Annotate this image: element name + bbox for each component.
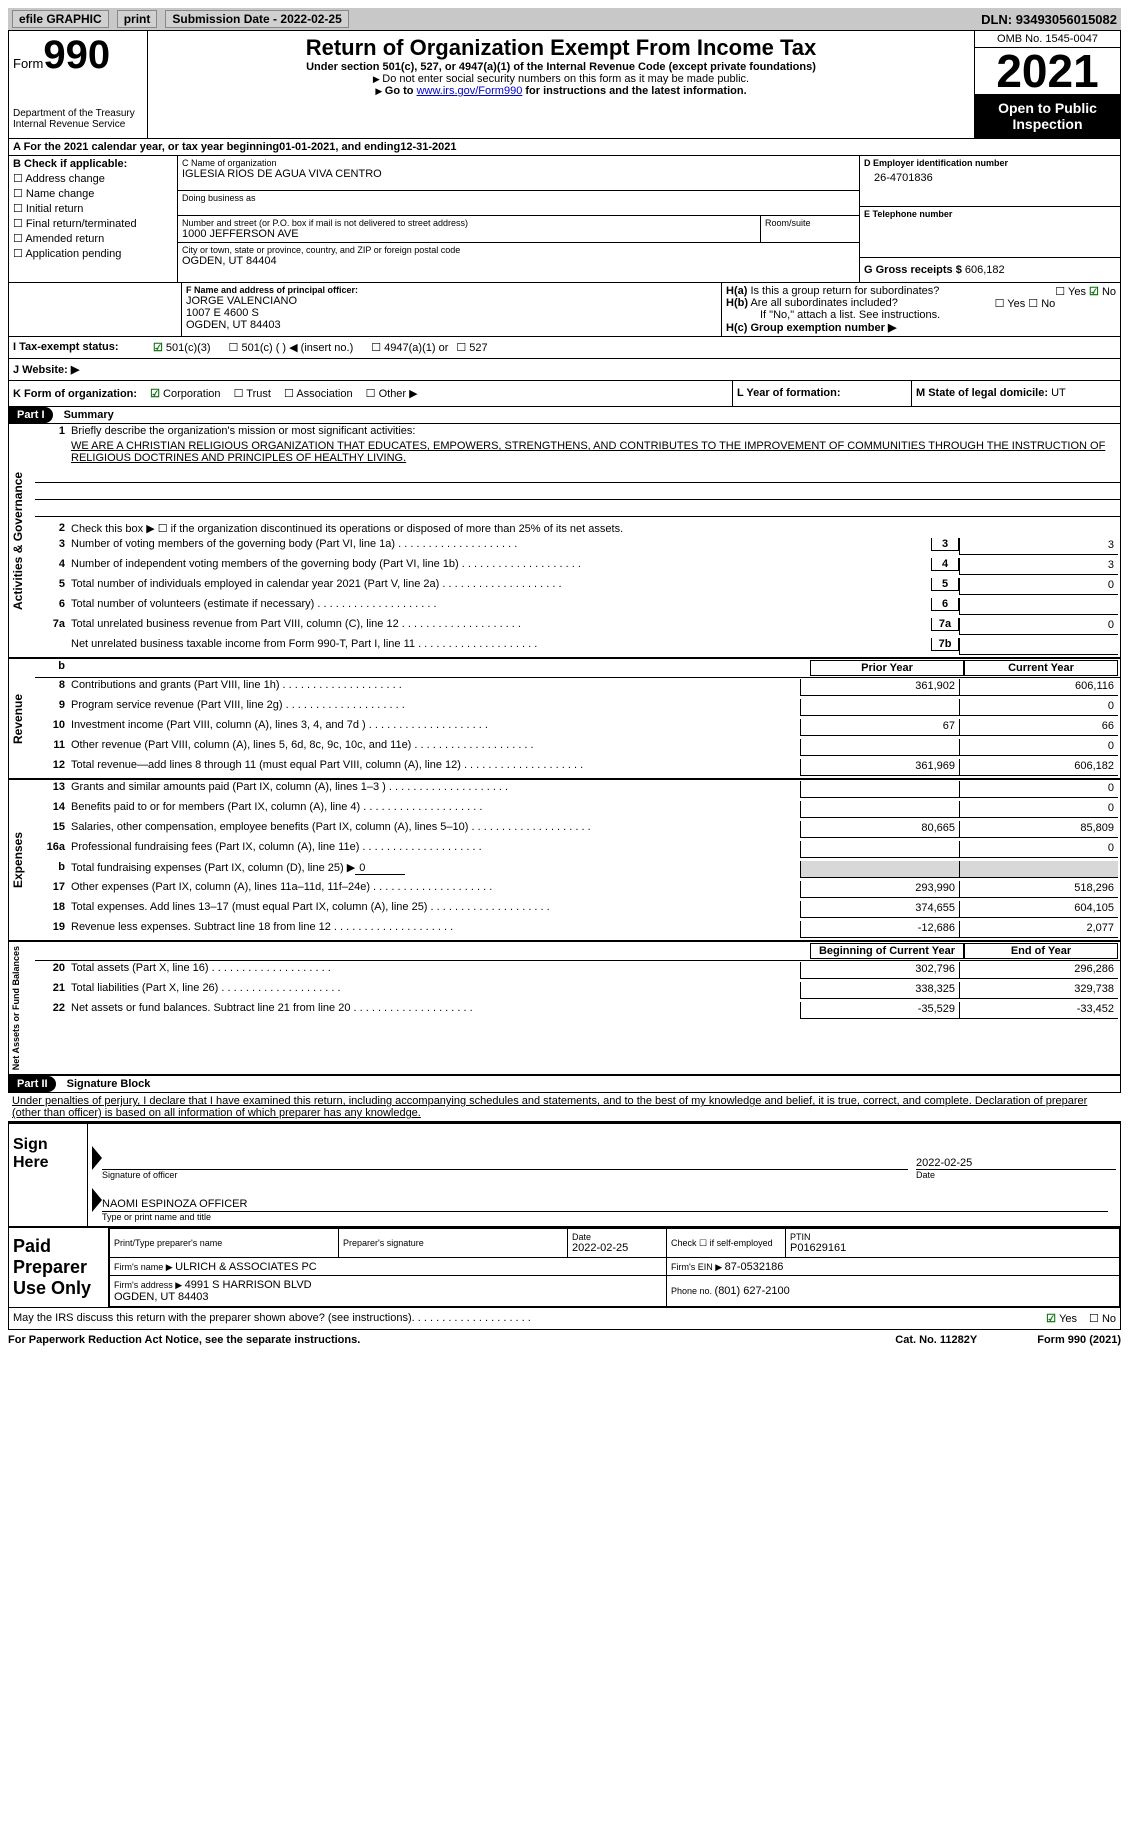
line-klm: K Form of organization: Corporation Trus…: [8, 381, 1121, 407]
org-street: 1000 JEFFERSON AVE: [182, 228, 756, 240]
gov-line-5: 5Total number of individuals employed in…: [35, 577, 1120, 597]
print-button[interactable]: print: [117, 10, 158, 28]
line-20: 20Total assets (Part X, line 16)302,7962…: [35, 961, 1120, 981]
section-governance: Activities & Governance 1Briefly describ…: [8, 424, 1121, 659]
discuss-yes[interactable]: Yes: [1046, 1312, 1077, 1325]
line-b: bTotal fundraising expenses (Part IX, co…: [35, 860, 1120, 880]
ein-value: 26-4701836: [864, 168, 1116, 184]
line-10: 10Investment income (Part VIII, column (…: [35, 718, 1120, 738]
sign-here-block: Sign Here 2022-02-25 Signature of office…: [8, 1122, 1121, 1227]
org-city: OGDEN, UT 84404: [182, 255, 855, 267]
line-a: A For the 2021 calendar year, or tax yea…: [8, 139, 1121, 156]
discuss-line: May the IRS discuss this return with the…: [8, 1308, 1121, 1330]
line-13: 13Grants and similar amounts paid (Part …: [35, 780, 1120, 800]
form-header: Form990 Department of the Treasury Inter…: [8, 30, 1121, 139]
line-22: 22Net assets or fund balances. Subtract …: [35, 1001, 1120, 1021]
page-footer: For Paperwork Reduction Act Notice, see …: [8, 1330, 1121, 1346]
gov-line-7b: Net unrelated business taxable income fr…: [35, 637, 1120, 657]
gov-line-6: 6Total number of volunteers (estimate if…: [35, 597, 1120, 617]
mission-text: WE ARE A CHRISTIAN RELIGIOUS ORGANIZATIO…: [71, 440, 1118, 464]
section-expenses: Expenses 13Grants and similar amounts pa…: [8, 780, 1121, 942]
line-8: 8Contributions and grants (Part VIII, li…: [35, 678, 1120, 698]
sig-arrow-icon: [92, 1146, 102, 1170]
check-501c3[interactable]: 501(c)(3): [153, 341, 211, 354]
form-title: Return of Organization Exempt From Incom…: [152, 35, 970, 61]
block-fh: F Name and address of principal officer:…: [8, 283, 1121, 337]
line-j: J Website: ▶: [8, 359, 1121, 381]
officer-name: JORGE VALENCIANO: [186, 295, 717, 307]
line-15: 15Salaries, other compensation, employee…: [35, 820, 1120, 840]
h-b: H(b) Are all subordinates included? Yes …: [726, 297, 1116, 309]
check-final-return[interactable]: Final return/terminated: [13, 217, 173, 230]
check-address-change[interactable]: Address change: [13, 172, 173, 185]
line-16a: 16aProfessional fundraising fees (Part I…: [35, 840, 1120, 860]
form-number: Form990: [13, 33, 143, 78]
line-19: 19Revenue less expenses. Subtract line 1…: [35, 920, 1120, 940]
check-amended[interactable]: Amended return: [13, 232, 173, 245]
submission-date: Submission Date - 2022-02-25: [165, 10, 348, 28]
efile-label: efile GRAPHIC: [12, 10, 109, 28]
goto-note: Go to www.irs.gov/Form990 for instructio…: [152, 85, 970, 97]
perjury-text: Under penalties of perjury, I declare th…: [8, 1093, 1121, 1122]
line-i: I Tax-exempt status: 501(c)(3) 501(c) ( …: [8, 337, 1121, 359]
open-inspection: Open to Public Inspection: [975, 94, 1120, 138]
gov-line-4: 4Number of independent voting members of…: [35, 557, 1120, 577]
paid-preparer-block: Paid Preparer Use Only Print/Type prepar…: [8, 1227, 1121, 1308]
line-14: 14Benefits paid to or for members (Part …: [35, 800, 1120, 820]
line-17: 17Other expenses (Part IX, column (A), l…: [35, 880, 1120, 900]
ssn-note: Do not enter social security numbers on …: [152, 73, 970, 85]
gov-line-7a: 7aTotal unrelated business revenue from …: [35, 617, 1120, 637]
sig-arrow-icon: [92, 1188, 102, 1212]
line-21: 21Total liabilities (Part X, line 26)338…: [35, 981, 1120, 1001]
section-revenue: Revenue b Prior Year Current Year 8Contr…: [8, 659, 1121, 780]
section-net-assets: Net Assets or Fund Balances Beginning of…: [8, 942, 1121, 1076]
dln: DLN: 93493056015082: [981, 12, 1117, 27]
discuss-no[interactable]: No: [1089, 1312, 1116, 1325]
check-app-pending[interactable]: Application pending: [13, 247, 173, 260]
line-9: 9Program service revenue (Part VIII, lin…: [35, 698, 1120, 718]
org-name: IGLESIA RIOS DE AGUA VIVA CENTRO: [182, 168, 855, 180]
gross-receipts: 606,182: [965, 264, 1005, 276]
block-bcdeg: B Check if applicable: Address change Na…: [8, 156, 1121, 283]
part2-header: Part II Signature Block: [8, 1076, 1121, 1093]
h-c: H(c) Group exemption number ▶: [726, 321, 1116, 334]
check-name-change[interactable]: Name change: [13, 187, 173, 200]
check-corp[interactable]: Corporation: [150, 388, 220, 400]
dept-treasury: Department of the Treasury Internal Reve…: [13, 108, 143, 130]
officer-typed-name: NAOMI ESPINOZA OFFICER: [102, 1198, 1108, 1212]
check-b: B Check if applicable: Address change Na…: [9, 156, 178, 282]
check-initial-return[interactable]: Initial return: [13, 202, 173, 215]
tax-year: 2021: [975, 48, 1120, 94]
gov-line-3: 3Number of voting members of the governi…: [35, 537, 1120, 557]
line-12: 12Total revenue—add lines 8 through 11 (…: [35, 758, 1120, 778]
h-a: H(a) Is this a group return for subordin…: [726, 285, 1116, 297]
line-11: 11Other revenue (Part VIII, column (A), …: [35, 738, 1120, 758]
part1-header: Part I Summary: [8, 407, 1121, 424]
form-subtitle: Under section 501(c), 527, or 4947(a)(1)…: [152, 61, 970, 73]
efile-topbar: efile GRAPHIC print Submission Date - 20…: [8, 8, 1121, 30]
irs-link[interactable]: www.irs.gov/Form990: [417, 85, 523, 97]
line-18: 18Total expenses. Add lines 13–17 (must …: [35, 900, 1120, 920]
